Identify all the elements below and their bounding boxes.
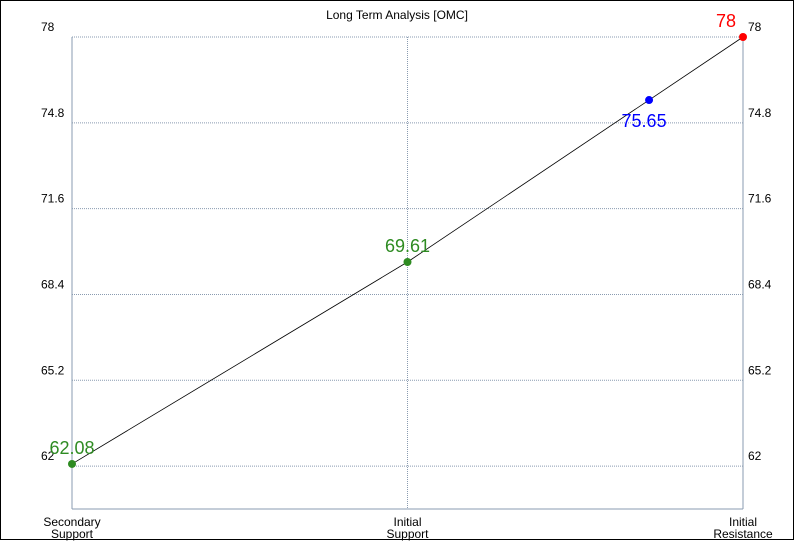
data-labels: 62.08 69.61 75.65 78: [49, 11, 736, 458]
data-point: [739, 33, 747, 41]
x-category-label-line2: Support: [386, 527, 429, 541]
series-line: [68, 33, 747, 468]
y-tick-label-right: 68.4: [748, 277, 772, 291]
data-label: 62.08: [49, 438, 94, 458]
data-label: 78: [716, 11, 736, 31]
y-tick-label-right: 71.6: [748, 192, 772, 206]
series-segment: [71, 261, 408, 465]
data-point: [403, 258, 412, 267]
y-tick-label-left: 78: [41, 20, 55, 34]
y-tick-label-left: 68.4: [41, 277, 65, 291]
x-category-label-line1: Secondary: [43, 515, 100, 529]
x-category-label-line2: Resistance: [713, 527, 773, 541]
chart-title: Long Term Analysis [OMC]: [326, 8, 468, 22]
data-label: 69.61: [385, 236, 430, 256]
series-segment: [407, 99, 650, 263]
y-tick-label-left: 62: [41, 449, 55, 463]
x-category-label-line2: Support: [51, 527, 94, 541]
y-tick-label-left: 71.6: [41, 192, 65, 206]
data-label: 75.65: [622, 111, 667, 131]
x-axis: SecondarySupportInitialSupportInitialRes…: [43, 515, 773, 541]
grid: [71, 36, 744, 510]
x-category-label-line1: Initial: [393, 515, 421, 529]
data-point: [68, 459, 76, 468]
data-point: [645, 96, 654, 105]
x-category-label-line1: Initial: [729, 515, 757, 529]
y-tick-label-right: 78: [748, 20, 762, 34]
y-tick-label-right: 65.2: [748, 363, 772, 377]
y-tick-label-right: 74.8: [748, 106, 772, 120]
y-axis-right: 62 65.2 68.4 71.6 74.8 78: [748, 20, 772, 463]
y-tick-label-left: 74.8: [41, 106, 65, 120]
y-tick-label-left: 65.2: [41, 363, 65, 377]
y-axis-left: 62 65.2 68.4 71.6 74.8 78: [41, 20, 65, 463]
series-segment: [648, 36, 744, 101]
y-tick-label-right: 62: [748, 449, 762, 463]
